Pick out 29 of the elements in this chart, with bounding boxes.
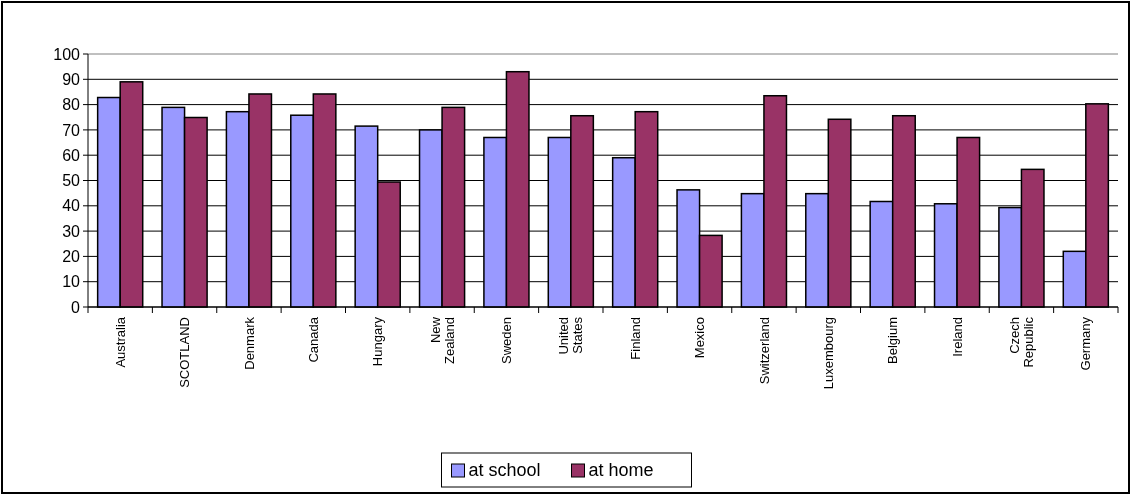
x-tick-label: Canada xyxy=(305,316,321,363)
x-tick-label: Hungary xyxy=(370,316,386,367)
x-tick-label: SCOTLAND xyxy=(177,317,193,388)
y-tick-label: 100 xyxy=(53,45,81,63)
y-tick-label: 50 xyxy=(62,172,81,190)
x-tick-label: Finland xyxy=(627,317,643,360)
x-tick-label: Czech Republic xyxy=(1006,316,1036,368)
x-tick-label: Germany xyxy=(1078,316,1094,371)
x-tick-label: Denmark xyxy=(241,316,257,370)
y-tick-label: 90 xyxy=(62,70,81,88)
x-tick-label: Mexico xyxy=(692,317,708,359)
y-tick-label: 60 xyxy=(62,146,81,164)
legend-label: at home xyxy=(588,460,654,481)
y-tick-label: 40 xyxy=(62,197,81,215)
y-tick-label: 10 xyxy=(62,273,81,291)
x-tick-label: Australia xyxy=(112,316,128,368)
x-tick-label: Ireland xyxy=(949,317,965,357)
y-tick-label: 30 xyxy=(62,222,81,240)
x-tick-label: United States xyxy=(556,316,586,355)
x-tick-label: Sweden xyxy=(498,317,514,364)
y-tick-label: 20 xyxy=(62,248,81,265)
x-tick-label: Luxembourg xyxy=(820,317,836,390)
y-tick-label: 70 xyxy=(62,121,81,139)
legend-label: at school xyxy=(468,460,541,481)
y-tick-label: 80 xyxy=(62,96,81,114)
y-tick-label: 0 xyxy=(71,298,81,316)
x-tick-label: Belgium xyxy=(885,317,901,364)
x-tick-label: Switzerland xyxy=(756,317,772,385)
x-tick-label: New Zealand xyxy=(427,316,457,364)
